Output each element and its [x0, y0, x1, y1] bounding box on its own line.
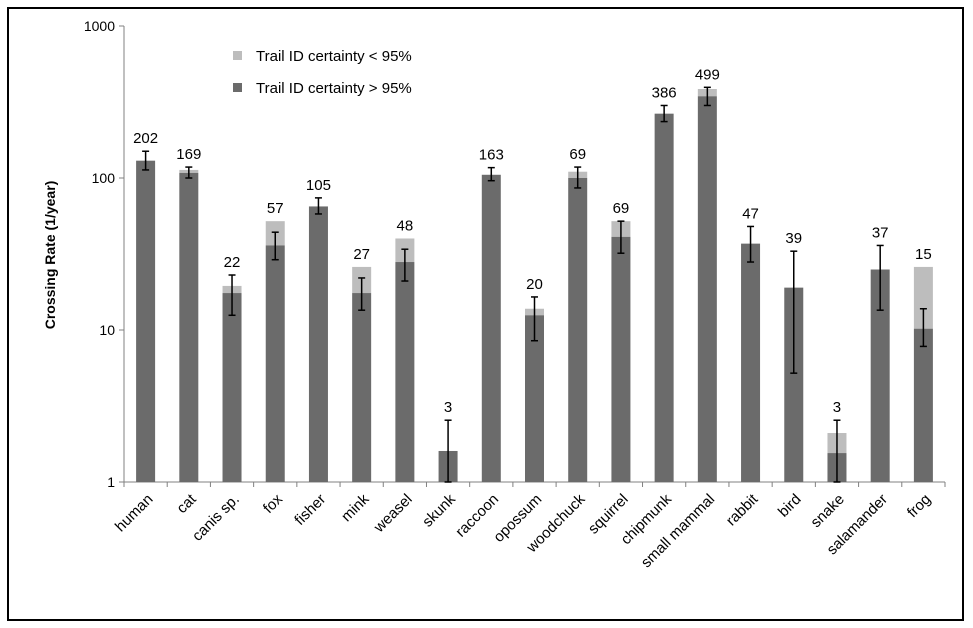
- category-label-1: cat: [173, 490, 200, 517]
- category-label-15: bird: [775, 491, 805, 521]
- data-label-4: 105: [306, 177, 331, 194]
- bar-certain-10: [568, 178, 588, 482]
- data-label-16: 3: [833, 399, 841, 416]
- y-tick-label: 1000: [84, 18, 115, 34]
- y-tick-label: 100: [92, 170, 116, 186]
- data-label-7: 3: [444, 399, 452, 416]
- category-label-0: human: [112, 491, 156, 535]
- bar-certain-13: [697, 96, 717, 482]
- data-label-0: 202: [133, 130, 158, 147]
- category-label-18: frog: [904, 491, 934, 521]
- bar-certain-18: [913, 328, 933, 482]
- y-tick-label: 10: [99, 322, 115, 338]
- legend-label-uncertain: Trail ID certainty < 95%: [256, 48, 412, 65]
- bar-certain-0: [136, 160, 156, 482]
- bar-certain-17: [870, 269, 890, 482]
- data-label-2: 22: [224, 254, 241, 271]
- category-label-4: fisher: [291, 491, 329, 529]
- category-label-5: mink: [338, 490, 373, 525]
- bar-certain-2: [222, 293, 242, 482]
- category-label-3: fox: [260, 490, 287, 517]
- legend: Trail ID certainty < 95% Trail ID certain…: [233, 48, 412, 97]
- category-label-14: rabbit: [723, 490, 762, 529]
- bar-certain-8: [481, 174, 501, 482]
- bar-certain-12: [654, 113, 674, 482]
- bar-certain-3: [265, 245, 285, 482]
- data-label-3: 57: [267, 200, 284, 217]
- y-axis-title: Crossing Rate (1/year): [42, 181, 58, 330]
- bar-certain-9: [525, 315, 544, 482]
- bar-certain-4: [308, 206, 328, 482]
- y-tick-label: 1: [107, 474, 115, 490]
- data-label-18: 15: [915, 246, 932, 263]
- data-label-1: 169: [176, 146, 201, 163]
- bar-uncertain-18: [913, 266, 933, 329]
- category-label-6: weasel: [370, 491, 416, 537]
- category-label-2: canis sp.: [189, 491, 243, 545]
- data-label-17: 37: [872, 224, 889, 241]
- bar-certain-5: [352, 293, 372, 482]
- bar-certain-11: [611, 236, 631, 482]
- bar-certain-1: [179, 172, 199, 482]
- data-label-12: 386: [652, 84, 677, 101]
- bar-certain-6: [395, 262, 415, 482]
- data-label-14: 47: [742, 205, 759, 222]
- data-label-11: 69: [613, 200, 630, 217]
- legend-label-certain: Trail ID certainty > 95%: [256, 80, 412, 97]
- bar-certain-15: [784, 287, 804, 482]
- data-label-8: 163: [479, 147, 504, 164]
- legend-swatch-certain: [233, 83, 242, 92]
- category-label-7: skunk: [419, 490, 459, 530]
- data-label-10: 69: [569, 146, 586, 163]
- data-label-13: 499: [695, 66, 720, 83]
- data-label-9: 20: [526, 276, 543, 293]
- error-bars-group: [142, 86, 927, 483]
- data-label-6: 48: [397, 217, 414, 234]
- category-label-16: snake: [807, 491, 847, 531]
- data-label-5: 27: [353, 246, 370, 263]
- bar-certain-14: [741, 243, 761, 482]
- data-label-15: 39: [785, 230, 802, 247]
- axes-group: 1 10 100 1000: [84, 18, 946, 490]
- legend-swatch-uncertain: [233, 51, 242, 60]
